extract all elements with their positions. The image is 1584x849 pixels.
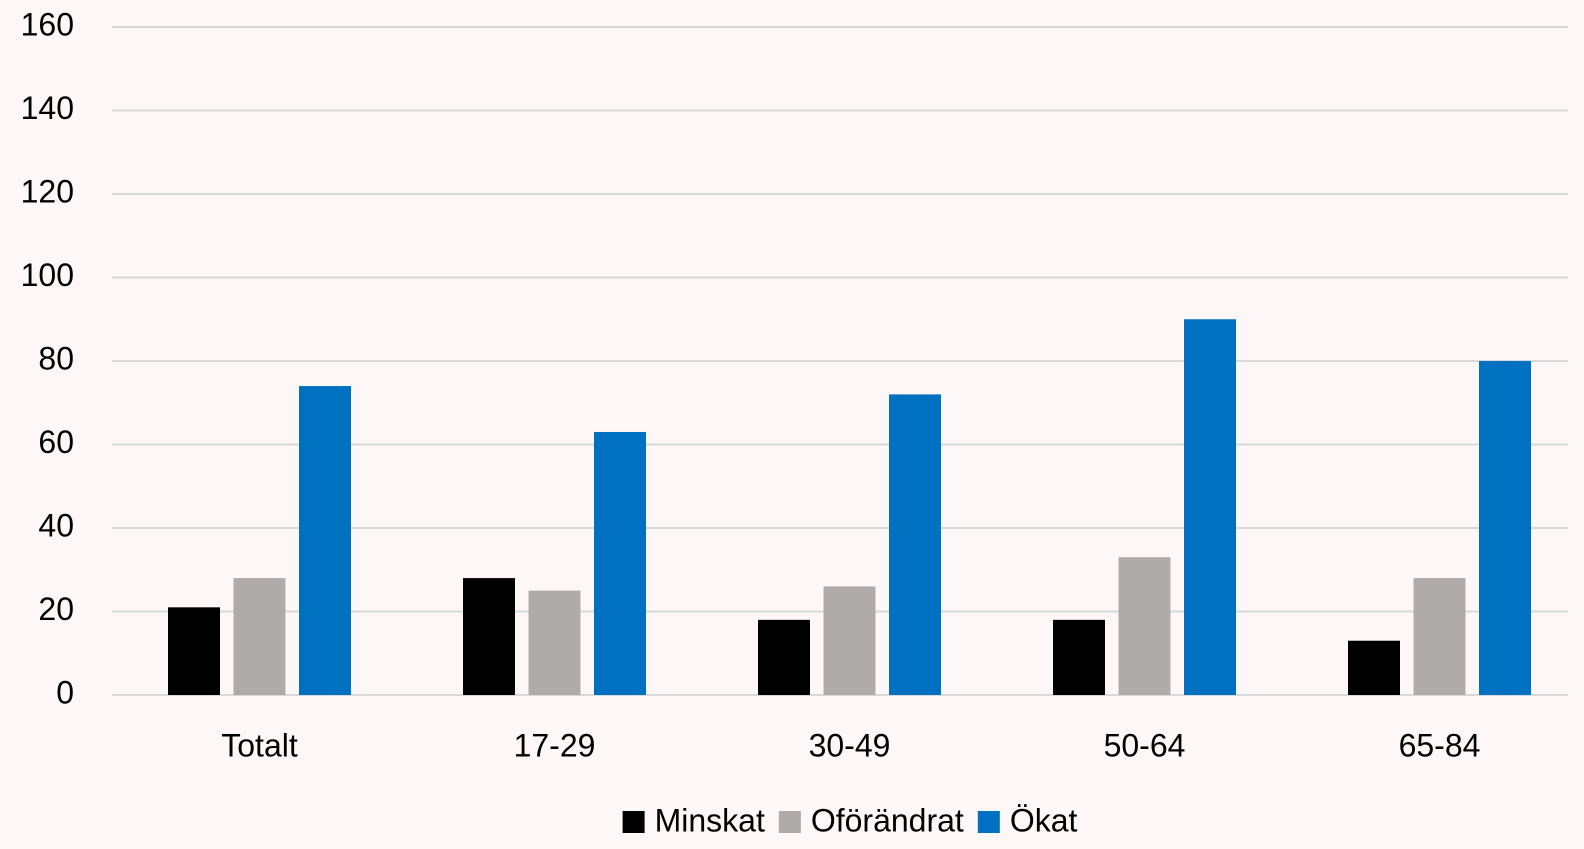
bar — [1348, 640, 1400, 695]
legend-label: Minskat — [655, 802, 765, 838]
legend-swatch — [977, 811, 1000, 833]
x-tick-label: Totalt — [221, 727, 298, 763]
y-tick-label: 120 — [21, 173, 74, 209]
bar — [1053, 619, 1105, 695]
x-tick-label: 30-49 — [809, 727, 891, 763]
bar — [758, 619, 810, 695]
bar — [594, 431, 646, 695]
y-tick-label: 140 — [21, 90, 74, 126]
legend-swatch — [778, 811, 801, 833]
y-tick-label: 80 — [38, 340, 74, 376]
x-tick-label: 50-64 — [1104, 727, 1186, 763]
bar — [168, 607, 220, 695]
legend-swatch — [622, 811, 645, 833]
x-tick-label: 65-84 — [1399, 727, 1481, 763]
bar — [1184, 319, 1236, 695]
bar — [1479, 361, 1531, 695]
bar — [889, 394, 941, 695]
y-tick-label: 0 — [56, 674, 74, 710]
bar — [299, 386, 351, 695]
y-tick-label: 20 — [38, 591, 74, 627]
bar — [463, 578, 515, 695]
legend-label: Oförändrat — [811, 802, 964, 838]
y-tick-label: 160 — [21, 6, 74, 42]
bar — [1118, 557, 1171, 695]
bar — [528, 590, 581, 695]
bar — [233, 578, 286, 695]
y-tick-label: 100 — [21, 257, 74, 293]
y-tick-label: 60 — [38, 424, 74, 460]
legend-label: Ökat — [1010, 802, 1078, 838]
bar — [1413, 578, 1466, 695]
bar — [823, 586, 876, 695]
x-tick-label: 17-29 — [514, 727, 596, 763]
y-tick-label: 40 — [38, 507, 74, 543]
